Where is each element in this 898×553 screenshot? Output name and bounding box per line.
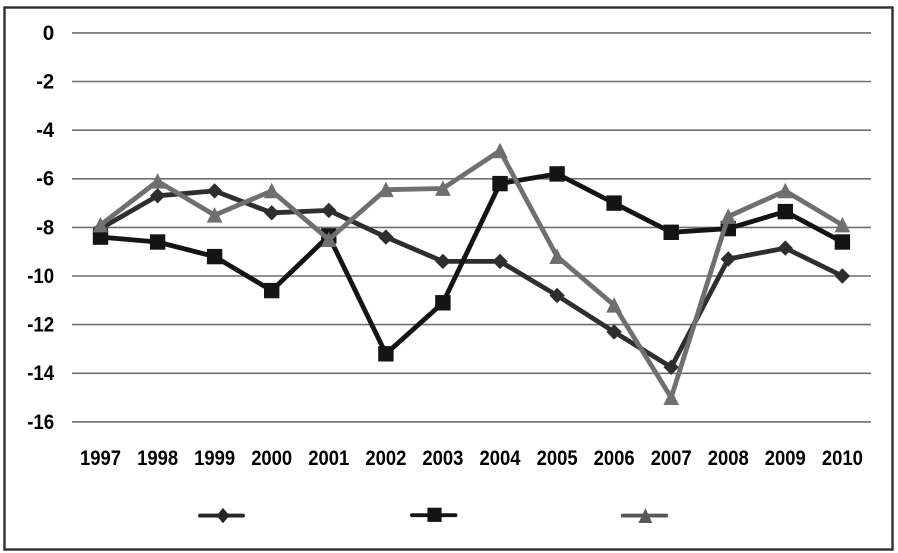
svg-text:1997: 1997: [80, 446, 121, 470]
svg-text:-4: -4: [36, 118, 54, 142]
svg-text:-8: -8: [36, 215, 54, 239]
svg-text:2006: 2006: [594, 446, 635, 470]
svg-text:1999: 1999: [194, 446, 235, 470]
svg-text:-16: -16: [27, 410, 54, 434]
svg-text:2001: 2001: [308, 446, 349, 470]
svg-text:2007: 2007: [651, 446, 692, 470]
svg-text:2009: 2009: [765, 446, 806, 470]
svg-text:2004: 2004: [480, 446, 521, 470]
svg-text:2003: 2003: [422, 446, 463, 470]
svg-text:1998: 1998: [137, 446, 178, 470]
svg-text:2002: 2002: [365, 446, 406, 470]
svg-text:-10: -10: [27, 264, 54, 288]
svg-text:2010: 2010: [822, 446, 863, 470]
svg-text:2008: 2008: [708, 446, 749, 470]
svg-text:2000: 2000: [251, 446, 292, 470]
svg-text:-12: -12: [27, 313, 54, 337]
svg-text:0: 0: [43, 21, 55, 45]
svg-text:2005: 2005: [537, 446, 578, 470]
svg-text:-6: -6: [36, 167, 54, 191]
svg-text:-14: -14: [27, 361, 54, 385]
svg-text:-2: -2: [36, 69, 54, 93]
